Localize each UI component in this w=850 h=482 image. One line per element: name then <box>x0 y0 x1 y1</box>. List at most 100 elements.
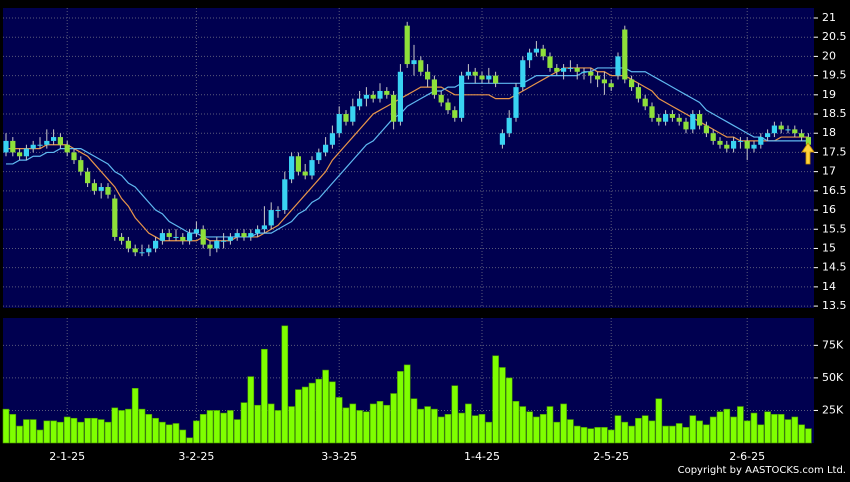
candle-body <box>302 171 308 176</box>
x-tick-label: 1-4-25 <box>464 450 500 463</box>
candle-body <box>411 60 417 65</box>
y-tick-label: 19.5 <box>822 69 847 82</box>
candle-body <box>166 233 172 237</box>
volume-bar <box>682 427 690 444</box>
candle-body <box>30 144 36 149</box>
candle-body <box>751 144 757 149</box>
volume-bar <box>179 429 187 444</box>
candle-body <box>717 140 723 145</box>
volume-bar <box>805 428 812 444</box>
candle-body <box>499 133 505 145</box>
volume-bar <box>363 411 370 444</box>
y-tick-label: 18 <box>822 126 836 139</box>
volume-bar <box>43 420 51 444</box>
volume-bar <box>607 429 615 444</box>
y-tick-label: 50K <box>822 371 844 384</box>
volume-bar <box>322 369 329 444</box>
copyright: Copyright by AASTOCKS.com Ltd. <box>678 465 846 476</box>
candle-body <box>567 67 573 69</box>
candle-body <box>275 210 281 212</box>
volume-bar <box>737 406 744 444</box>
candle-body <box>513 87 519 118</box>
candle-body <box>547 56 553 68</box>
y-tick-label: 15 <box>822 241 836 254</box>
volume-bar <box>206 410 214 444</box>
volume-bar <box>723 408 731 444</box>
volume-bar <box>709 416 717 444</box>
volume-bar <box>485 421 493 444</box>
candle-body <box>438 94 444 103</box>
y-tick-label: 13.5 <box>822 299 847 312</box>
y-tick-label: 19 <box>822 88 836 101</box>
volume-bar <box>573 425 581 444</box>
volume-bar <box>77 421 85 444</box>
candle-body <box>221 240 227 242</box>
volume-bar <box>50 420 57 444</box>
volume-bar <box>757 424 765 444</box>
candle-body <box>805 137 811 145</box>
volume-bar <box>675 423 683 444</box>
y-tick-label: 20 <box>822 49 836 62</box>
x-tick-label: 3-3-25 <box>321 450 357 463</box>
volume-bar <box>641 415 649 444</box>
volume-bar <box>63 416 71 444</box>
volume-bar <box>635 417 642 444</box>
candle-body <box>363 94 369 99</box>
candle-body <box>771 125 777 134</box>
candle-body <box>425 71 431 80</box>
volume-bar <box>301 386 309 444</box>
candle-body <box>78 160 84 172</box>
candle-body <box>697 114 703 126</box>
volume-bar <box>567 419 574 444</box>
volume-bar <box>628 425 635 444</box>
y-tick-label: 18.5 <box>822 107 847 120</box>
candle-body <box>799 133 805 138</box>
volume-bar <box>621 421 629 444</box>
y-tick-label: 15.5 <box>822 222 847 235</box>
candle-body <box>391 94 397 122</box>
volume-bar <box>315 378 323 444</box>
candle-body <box>17 152 23 157</box>
candle-body <box>595 75 601 80</box>
candle-body <box>452 110 458 118</box>
candle-body <box>248 233 254 237</box>
volume-bar <box>383 404 391 444</box>
volume-bar <box>750 412 758 444</box>
volume-bar <box>165 424 173 444</box>
candle-body <box>656 117 662 122</box>
candle-body <box>744 140 750 149</box>
candle-body <box>785 129 791 131</box>
candle-body <box>146 248 152 253</box>
candle-body <box>159 233 165 241</box>
volume-bar <box>16 425 23 444</box>
x-tick-label: 3-2-25 <box>178 450 214 463</box>
candle-body <box>57 137 63 145</box>
volume-bar <box>580 427 588 444</box>
volume-bar <box>254 404 261 444</box>
volume-bar <box>655 398 663 444</box>
candle-body <box>710 133 716 141</box>
candle-body <box>3 140 9 153</box>
volume-bar <box>771 414 778 444</box>
candle-body <box>561 67 567 72</box>
volume-bar <box>539 414 547 444</box>
candle-body <box>527 52 533 61</box>
candle-body <box>105 187 111 195</box>
candle-body <box>241 233 247 237</box>
volume-bar <box>329 381 336 444</box>
candle-body <box>200 229 206 245</box>
volume-bar <box>512 401 520 444</box>
candle-body <box>309 160 315 176</box>
y-tick-label: 75K <box>822 338 844 351</box>
volume-bar <box>227 410 234 444</box>
candle-body <box>431 79 437 95</box>
candle-body <box>261 225 267 230</box>
y-tick-label: 20.5 <box>822 30 847 43</box>
volume-bar <box>614 415 622 444</box>
volume-bar <box>84 417 91 444</box>
candle-body <box>98 187 104 191</box>
volume-bar <box>465 403 472 444</box>
candle-body <box>357 98 363 107</box>
volume-bar <box>247 376 255 444</box>
